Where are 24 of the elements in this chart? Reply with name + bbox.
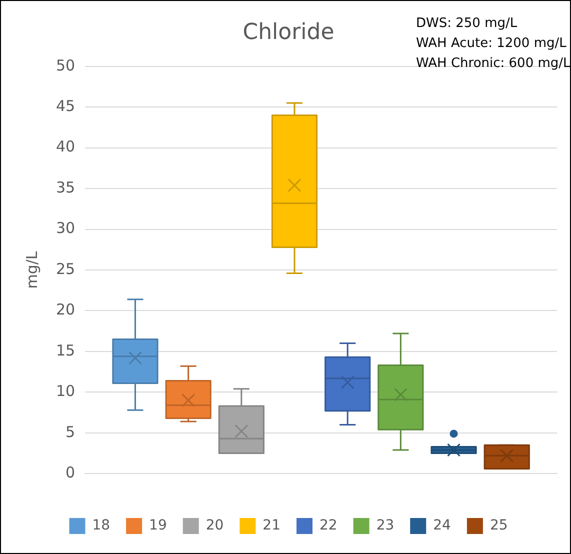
y-tick-label: 15 xyxy=(56,341,76,360)
y-tick-label: 50 xyxy=(56,56,76,74)
y-tick-label: 25 xyxy=(56,260,76,278)
legend-label: 20 xyxy=(206,518,224,534)
y-tick-label: 5 xyxy=(66,422,76,441)
y-axis-title: mg/L xyxy=(22,250,41,289)
y-tick-label: 0 xyxy=(66,463,76,482)
legend-label: 21 xyxy=(262,518,281,534)
chart-title: Chloride xyxy=(242,20,334,45)
y-tick-label: 35 xyxy=(56,178,76,196)
y-tick-label: 20 xyxy=(56,300,76,319)
legend-label: 22 xyxy=(320,518,338,534)
legend-label: 19 xyxy=(149,518,167,534)
legend-label: 25 xyxy=(490,518,508,534)
text: WAH Acute: 1200 mg/L xyxy=(416,35,568,53)
y-tick-label: 10 xyxy=(56,382,76,400)
legend-label: 23 xyxy=(376,518,394,534)
y-tick-label: 30 xyxy=(56,219,76,238)
annotation: WAH Chronic: 600 mg/L xyxy=(416,55,570,73)
text: DWS: 250 mg/L xyxy=(416,15,518,33)
y-tick-label: 45 xyxy=(56,97,76,116)
legend-label: 18 xyxy=(92,518,110,534)
y-tick-label: 40 xyxy=(56,138,76,156)
legend-label: 24 xyxy=(433,518,452,534)
